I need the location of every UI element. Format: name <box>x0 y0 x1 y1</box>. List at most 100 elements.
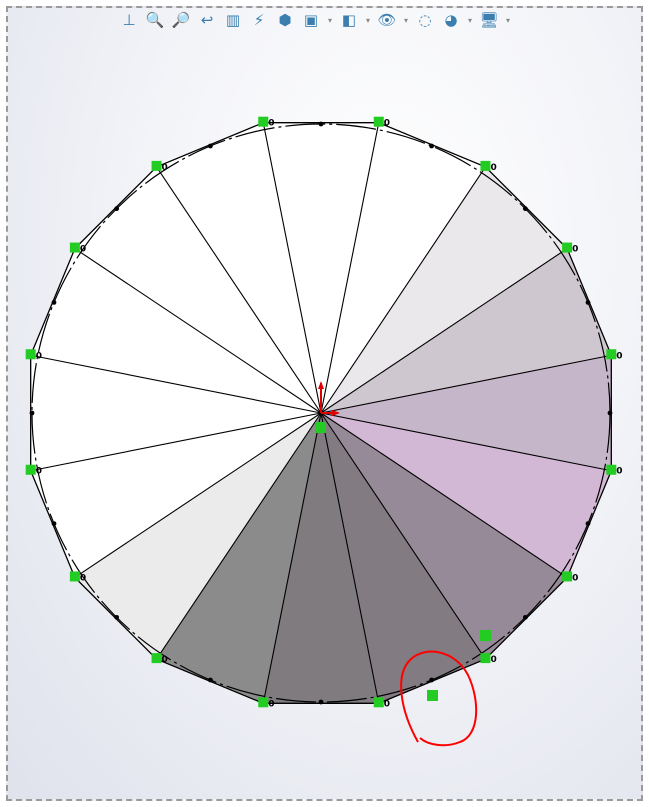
relation-icon[interactable] <box>25 349 36 360</box>
relation-label[interactable]: 0 <box>162 163 168 173</box>
coincident-relation-badge[interactable]: 0 <box>25 349 42 361</box>
relation-icon[interactable] <box>25 464 36 475</box>
dropdown-arrow-icon[interactable]: ▾ <box>403 15 408 25</box>
view-orientation-icon[interactable]: ⬢ <box>278 11 292 29</box>
relation-label[interactable]: 0 <box>80 245 86 255</box>
midpoint-relation-icon[interactable] <box>427 690 438 701</box>
edit-appearance-eye-icon[interactable]: 👁 <box>377 11 397 29</box>
sketch-sector <box>74 166 321 413</box>
relation-label[interactable]: 0 <box>572 573 578 583</box>
sketch-point <box>208 677 213 683</box>
coincident-relation-badge[interactable]: 0 <box>151 653 168 665</box>
sketch-sector <box>321 248 612 413</box>
relation-icon[interactable] <box>258 697 269 708</box>
coincident-relation-badge[interactable]: 0 <box>606 464 623 477</box>
radial-line <box>74 248 322 414</box>
relation-label[interactable]: 0 <box>268 699 274 709</box>
view-orientation-normal-icon[interactable]: ⊥ <box>122 11 136 29</box>
sketch-sector <box>30 355 321 471</box>
radial-line <box>320 122 380 414</box>
relation-label[interactable]: 0 <box>162 655 168 665</box>
coincident-relation-badge[interactable]: 0 <box>562 571 578 583</box>
sketch-sectors <box>30 122 612 704</box>
dropdown-arrow-icon[interactable]: ▾ <box>467 15 472 25</box>
coincident-relation-badge[interactable]: 0 <box>480 653 497 665</box>
radial-line <box>262 412 322 704</box>
relation-label[interactable]: 0 <box>572 245 578 255</box>
relation-icon[interactable] <box>258 116 269 127</box>
apply-scene-icon[interactable]: ◌ <box>418 11 432 29</box>
coincident-relation-badge[interactable]: 0 <box>25 464 42 477</box>
origin-relation-icon[interactable] <box>315 422 326 433</box>
relation-icon[interactable] <box>562 242 573 253</box>
relation-icon[interactable] <box>562 571 573 582</box>
relation-icon[interactable] <box>480 160 491 171</box>
sketch-relations: 0 0 0 0 0 0 0 0 0 0 0 0 0 0 0 0 <box>25 116 623 709</box>
relation-icon[interactable] <box>606 349 617 360</box>
coincident-relation-badge[interactable]: 0 <box>258 697 275 709</box>
relation-icon[interactable] <box>151 653 162 664</box>
radial-line <box>320 412 486 660</box>
radial-line <box>320 166 486 414</box>
relation-label[interactable]: 0 <box>80 573 86 583</box>
relation-label[interactable]: 0 <box>36 467 42 477</box>
previous-view-icon[interactable]: ↩ <box>200 11 214 29</box>
sketch-point <box>318 699 324 705</box>
relation-label[interactable]: 0 <box>490 655 496 665</box>
dropdown-arrow-icon[interactable]: ▾ <box>365 15 370 25</box>
hide-show-items-icon[interactable]: ◧ <box>341 11 357 29</box>
radial-line <box>30 354 322 414</box>
relation-icon[interactable] <box>373 697 384 708</box>
relation-label[interactable]: 0 <box>384 119 390 129</box>
coincident-relation-badge[interactable]: 0 <box>151 160 168 173</box>
relation-label[interactable]: 0 <box>268 119 274 129</box>
zoom-to-fit-icon[interactable]: 🔍 <box>145 11 165 29</box>
relation-label[interactable]: 0 <box>616 467 622 477</box>
display-style-icon[interactable]: ▣ <box>303 11 319 29</box>
dynamic-annotation-views-icon[interactable]: ⚡ <box>253 11 265 29</box>
relation-icon[interactable] <box>606 464 617 475</box>
zoom-to-area-icon[interactable]: 🔎 <box>171 11 191 29</box>
dropdown-arrow-icon[interactable]: ▾ <box>505 15 510 25</box>
monitor-display-icon[interactable]: 🖥 <box>479 11 499 29</box>
coincident-relation-badge[interactable]: 0 <box>480 160 497 173</box>
radial-line <box>262 122 322 414</box>
view-settings-icon[interactable]: ◕ <box>444 11 458 29</box>
sketch-sector <box>156 122 321 413</box>
relation-icon[interactable] <box>69 242 80 253</box>
relation-label[interactable]: 0 <box>490 163 496 173</box>
radial-line <box>156 166 322 414</box>
dropdown-arrow-icon[interactable]: ▾ <box>327 15 332 25</box>
sketch-point <box>522 206 528 212</box>
section-view-icon[interactable]: ▥ <box>225 11 241 29</box>
sketch-point <box>585 521 591 526</box>
sketch-sector <box>321 413 486 704</box>
relation-icon[interactable] <box>373 116 384 127</box>
coincident-relation-badge[interactable]: 0 <box>69 571 86 583</box>
sketch-sector <box>321 166 568 413</box>
coincident-relation-badge[interactable]: 0 <box>373 697 390 709</box>
sketch-point <box>29 410 35 416</box>
sketch-point <box>114 614 120 620</box>
sketch-sector <box>263 122 379 413</box>
coincident-relation-badge[interactable]: 0 <box>562 242 578 255</box>
sketch-point <box>429 677 434 683</box>
coincident-relation-badge[interactable]: 0 <box>373 116 390 129</box>
parallel-relation-icon[interactable] <box>480 630 491 641</box>
relation-label[interactable]: 0 <box>616 351 622 361</box>
coincident-relation-badge[interactable]: 0 <box>69 242 86 255</box>
sketch-sector <box>30 248 321 413</box>
coincident-relation-badge[interactable]: 0 <box>258 116 275 129</box>
relation-icon[interactable] <box>151 160 162 171</box>
relation-icon[interactable] <box>480 653 491 664</box>
radial-line <box>320 412 612 472</box>
coincident-relation-badge[interactable]: 0 <box>606 349 623 361</box>
radial-line <box>320 412 568 578</box>
relation-icon[interactable] <box>69 571 80 582</box>
sketch-sector <box>321 355 612 471</box>
heads-up-view-toolbar: ⊥ 🔍 🔎 ↩ ▥ ⚡ ⬢ ▣ ▾ ◧ ▾ 👁 ▾ ◌ ◕ ▾ 🖥 ▾ <box>118 8 512 32</box>
relation-label[interactable]: 0 <box>36 351 42 361</box>
sketch-origin <box>318 381 340 416</box>
relation-label[interactable]: 0 <box>384 699 390 709</box>
